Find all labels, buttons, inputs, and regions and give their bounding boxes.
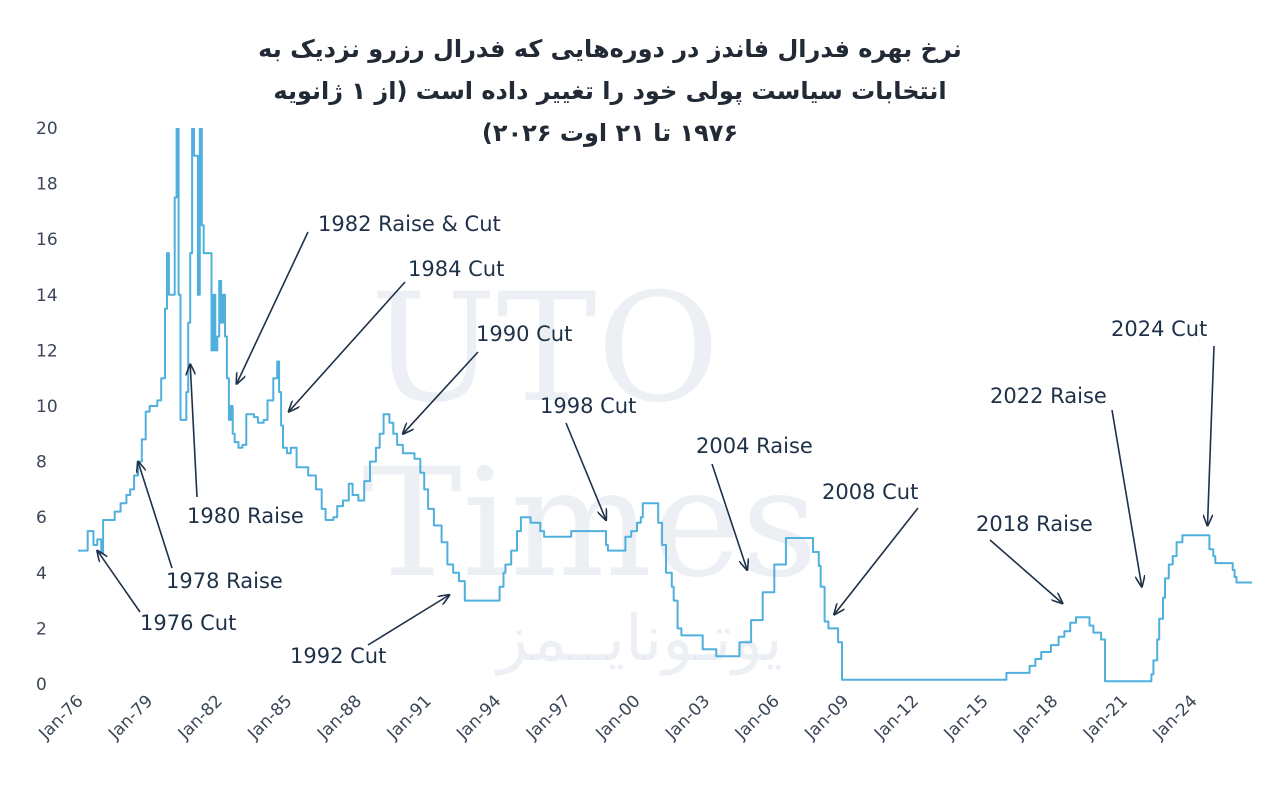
annotation-label: 2008 Cut xyxy=(822,480,918,504)
x-tick-label: Jan-00 xyxy=(592,691,645,744)
annotation-label: 2004 Raise xyxy=(696,434,813,458)
annotation-label: 1978 Raise xyxy=(166,569,283,593)
x-tick-label: Jan-06 xyxy=(731,691,784,744)
annotation-arrow xyxy=(1111,409,1142,587)
y-tick-label: 18 xyxy=(36,175,58,195)
y-tick-label: 14 xyxy=(36,286,58,306)
y-axis: 0 2 4 6 8 10 12 14 16 18 20 xyxy=(36,119,58,695)
y-tick-label: 8 xyxy=(36,453,47,473)
annotation-label: 1976 Cut xyxy=(140,611,236,635)
y-tick-label: 12 xyxy=(36,341,58,361)
x-tick-label: Jan-82 xyxy=(174,691,227,744)
x-axis: Jan-76 Jan-79 Jan-82 Jan-85 Jan-88 Jan-91 Jan-… xyxy=(35,691,1202,744)
annotation-arrow xyxy=(1208,345,1215,526)
chart-title-line-1: نرخ بهره فدرال فاندز در دوره‌هایی که فدر… xyxy=(258,35,962,63)
annotation-label: 1984 Cut xyxy=(408,257,504,281)
x-tick-label: Jan-94 xyxy=(452,691,505,744)
annotation-label: 2024 Cut xyxy=(1111,317,1207,341)
x-tick-label: Jan-24 xyxy=(1149,691,1202,744)
x-tick-label: Jan-12 xyxy=(870,691,923,744)
annotation-label: 1980 Raise xyxy=(187,504,304,528)
y-tick-label: 4 xyxy=(36,564,47,584)
annotation-label: 1982 Raise & Cut xyxy=(318,212,501,236)
x-tick-label: Jan-18 xyxy=(1009,691,1062,744)
x-tick-label: Jan-21 xyxy=(1079,691,1132,744)
annotation-label: 2018 Raise xyxy=(976,512,1093,536)
annotation-arrow xyxy=(834,507,919,615)
y-tick-label: 16 xyxy=(36,230,58,250)
annotation-label: 1992 Cut xyxy=(290,644,386,668)
annotation-arrow xyxy=(138,462,173,569)
series-line xyxy=(78,128,1252,683)
annotation-arrow xyxy=(711,463,747,570)
annotation-arrow xyxy=(989,539,1063,603)
x-tick-label: Jan-15 xyxy=(940,691,993,744)
annotation-arrow xyxy=(289,281,406,412)
chart-title: نرخ بهره فدرال فاندز در دوره‌هایی که فدر… xyxy=(230,28,990,154)
annotation-arrow xyxy=(565,422,606,520)
annotation-arrow xyxy=(367,595,449,646)
x-tick-label: Jan-97 xyxy=(522,691,575,744)
annotation-label: 2022 Raise xyxy=(990,384,1107,408)
x-tick-label: Jan-76 xyxy=(35,691,88,744)
chart-title-line-2: انتخابات سیاست پولی خود را تغییر داده اس… xyxy=(273,77,947,105)
x-tick-label: Jan-79 xyxy=(104,691,157,744)
x-tick-label: Jan-85 xyxy=(243,691,296,744)
annotation-arrow xyxy=(190,364,198,498)
x-tick-label: Jan-88 xyxy=(313,691,366,744)
y-tick-label: 6 xyxy=(36,508,47,528)
y-tick-label: 2 xyxy=(36,619,47,639)
annotations: 1976 Cut 1978 Raise 1980 Raise 1982 Raise &… xyxy=(97,212,1215,668)
x-tick-label: Jan-03 xyxy=(661,691,714,744)
y-tick-label: 20 xyxy=(36,119,58,139)
plot-area xyxy=(78,128,1252,683)
y-tick-label: 10 xyxy=(36,397,58,417)
y-tick-label: 0 xyxy=(36,675,47,695)
annotation-arrow xyxy=(97,551,141,613)
x-tick-label: Jan-09 xyxy=(800,691,853,744)
annotation-label: 1998 Cut xyxy=(540,394,636,418)
annotation-arrow xyxy=(403,351,479,434)
annotation-arrow xyxy=(237,231,309,384)
annotation-label: 1990 Cut xyxy=(476,322,572,346)
chart-title-line-3: ۱۹۷۶ تا ۲۱ اوت ۲۰۲۶) xyxy=(481,119,739,147)
x-tick-label: Jan-91 xyxy=(383,691,436,744)
